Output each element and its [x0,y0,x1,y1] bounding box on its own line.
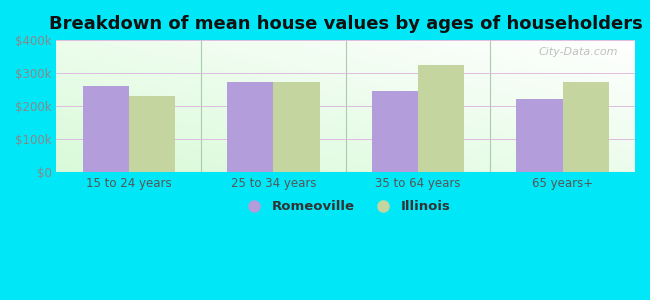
Bar [563,82,609,172]
Legend: Romeoville, Illinois: Romeoville, Illinois [236,195,456,218]
Bar [516,99,563,172]
Bar [372,91,418,172]
Bar [83,86,129,172]
Bar [274,82,320,172]
Bar [129,96,175,172]
Bar [227,82,274,172]
Title: Breakdown of mean house values by ages of householders: Breakdown of mean house values by ages o… [49,15,643,33]
Bar [418,65,464,172]
Text: City-Data.com: City-Data.com [538,47,617,57]
